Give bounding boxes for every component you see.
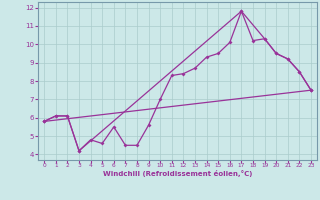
X-axis label: Windchill (Refroidissement éolien,°C): Windchill (Refroidissement éolien,°C) <box>103 170 252 177</box>
